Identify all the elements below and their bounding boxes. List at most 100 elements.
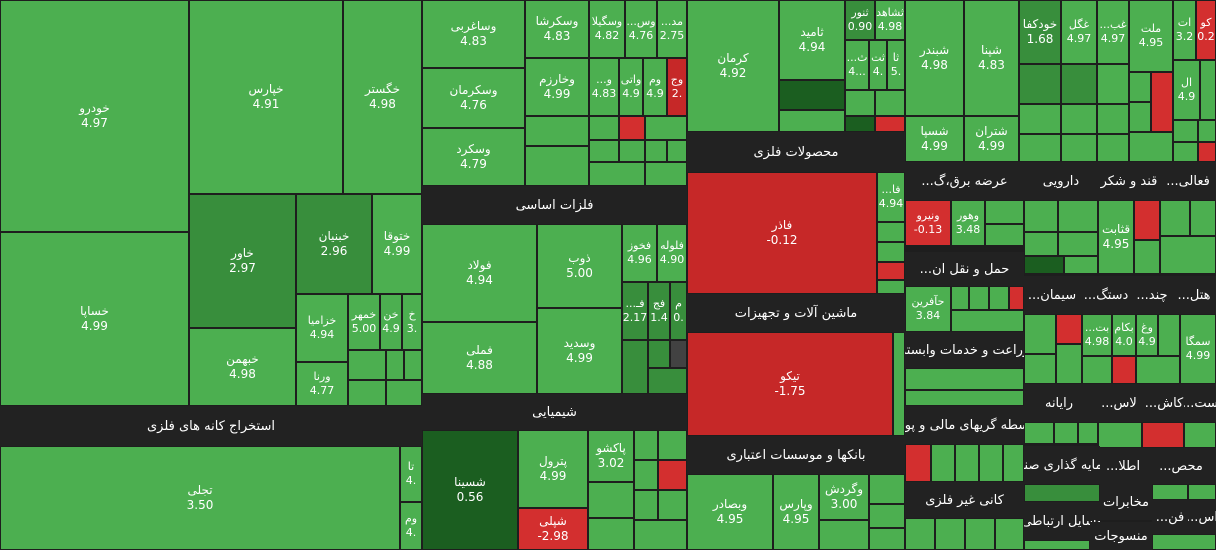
tile-va[interactable]: و... 4.83 — [589, 58, 619, 116]
tile-small[interactable] — [619, 140, 645, 162]
tile-small[interactable] — [648, 340, 670, 368]
tile-shebli[interactable]: شپلی -2.98 — [518, 508, 588, 550]
tile-small[interactable] — [1184, 422, 1216, 448]
tile-khezamia[interactable]: خزامیا 4.94 — [296, 294, 348, 362]
tile-small[interactable] — [1173, 120, 1198, 142]
tile-khavar[interactable]: خاور 2.97 — [189, 194, 296, 328]
tile-small[interactable] — [1058, 232, 1098, 256]
sector-header-cement[interactable]: سیمان... — [1024, 276, 1080, 314]
tile-vanirou[interactable]: ونیرو -0.13 — [905, 200, 951, 246]
tile-tamid[interactable]: ثامید 4.94 — [779, 0, 845, 80]
tile-fazar[interactable]: فاذر -0.12 — [687, 172, 877, 294]
tile-kh[interactable]: خ 3. — [402, 294, 422, 350]
tile-small[interactable] — [845, 90, 875, 116]
tile-small[interactable] — [525, 116, 589, 146]
tile-shabandar[interactable]: شبندر 4.98 — [905, 0, 964, 116]
tile-small[interactable] — [667, 140, 687, 162]
tile-small[interactable] — [1056, 344, 1082, 384]
tile-small[interactable] — [819, 520, 869, 550]
tile-small[interactable] — [951, 286, 969, 310]
tile-at[interactable]: ات 3.2 — [1173, 0, 1196, 60]
tile-small[interactable] — [875, 90, 905, 116]
tile-khesapa[interactable]: خساپا 4.99 — [0, 232, 189, 406]
tile-vaskurd[interactable]: وسکرد 4.79 — [422, 128, 525, 186]
sector-header-nonmetal[interactable]: کانی غیر فلزی — [905, 482, 1024, 518]
tile-small[interactable] — [670, 340, 687, 368]
tile-small[interactable] — [1024, 484, 1100, 502]
tile-small[interactable] — [1064, 256, 1098, 274]
tile-small[interactable] — [645, 162, 687, 186]
tile-sa2[interactable]: ثت 4. — [869, 40, 887, 90]
tile-small[interactable] — [1019, 104, 1061, 134]
tile-vasadid[interactable]: وسدید 4.99 — [537, 308, 622, 394]
tile-shahed[interactable]: ثشاهد 4.98 — [875, 0, 905, 40]
tile-small[interactable] — [386, 350, 404, 380]
tile-small[interactable] — [1078, 422, 1098, 444]
tile-small[interactable] — [893, 332, 905, 436]
tile-small[interactable] — [877, 280, 905, 294]
tile-small[interactable] — [634, 430, 658, 460]
tile-small[interactable] — [1188, 484, 1216, 500]
tile-small[interactable] — [348, 350, 386, 380]
tile-small[interactable] — [1024, 540, 1090, 550]
tile-vagardesh[interactable]: وگردش 3.00 — [819, 474, 869, 520]
tile-small[interactable] — [905, 368, 1024, 390]
tile-small[interactable] — [1160, 236, 1216, 274]
tile-small[interactable] — [1003, 444, 1024, 482]
tile-small[interactable] — [1173, 142, 1198, 162]
tile-small[interactable] — [969, 286, 989, 310]
sector-header-hotel[interactable]: هتل... — [1172, 276, 1216, 314]
sector-header-chemicals[interactable]: شیمیایی — [422, 394, 687, 430]
tile-small[interactable] — [1024, 354, 1056, 384]
tile-tiko[interactable]: تیکو -1.75 — [687, 332, 893, 436]
tile-malat[interactable]: ملت 4.95 — [1129, 0, 1173, 72]
tile-kharis[interactable]: خپارس 4.91 — [189, 0, 343, 194]
sector-header-mining[interactable]: استخراج کانه های فلزی — [0, 406, 422, 446]
sector-header-radio[interactable]: وسایل ارتباطی — [1024, 502, 1100, 540]
tile-small[interactable] — [645, 140, 667, 162]
sector-header-transport[interactable]: حمل و نقل ان... — [905, 252, 1024, 286]
tile-small[interactable] — [1200, 60, 1216, 120]
tile-small[interactable] — [877, 242, 905, 262]
tile-small[interactable] — [905, 444, 931, 482]
tile-vaskarsha[interactable]: وسکرشا 4.83 — [525, 0, 589, 58]
tile-al[interactable]: ال 4.9 — [1173, 60, 1200, 120]
tile-fa[interactable]: فـ... 2.17 — [622, 282, 648, 340]
tile-fuladh[interactable]: فولاد 4.94 — [422, 224, 537, 322]
tile-small[interactable] — [1024, 232, 1058, 256]
sector-header-gold[interactable]: لاس... — [1094, 384, 1144, 422]
tile-small[interactable] — [1098, 422, 1142, 448]
tile-small[interactable] — [404, 350, 422, 380]
tile-shasina[interactable]: شسینا 0.56 — [422, 430, 518, 550]
tile-small[interactable] — [779, 80, 845, 110]
sector-header-comm[interactable]: مخابرات — [1100, 484, 1152, 520]
tile-petrol[interactable]: پترول 4.99 — [518, 430, 588, 508]
tile-small[interactable] — [1097, 64, 1129, 104]
tile-small[interactable] — [588, 518, 634, 550]
tile-small[interactable] — [1058, 200, 1098, 232]
tile-small[interactable] — [634, 490, 658, 520]
tile-small[interactable] — [1129, 102, 1151, 132]
tile-small[interactable] — [1054, 422, 1078, 444]
tile-small[interactable] — [1158, 314, 1180, 356]
tile-small[interactable] — [877, 262, 905, 280]
tile-small[interactable] — [589, 140, 619, 162]
tile-ghasabet[interactable]: قثابت 4.95 — [1098, 200, 1134, 274]
tile-small[interactable] — [1151, 72, 1173, 132]
tile-small[interactable] — [634, 520, 687, 550]
tile-small[interactable] — [1061, 64, 1097, 104]
tile-small[interactable] — [658, 430, 687, 460]
tile-small[interactable] — [869, 528, 905, 550]
tile-small[interactable] — [589, 162, 645, 186]
tile-vahour[interactable]: وهور 3.48 — [951, 200, 985, 246]
tile-fa2[interactable]: فا... 4.94 — [877, 172, 905, 222]
tile-vagh[interactable]: وغ 4.9 — [1136, 314, 1158, 356]
sector-header-ost[interactable]: ست... — [1184, 384, 1216, 422]
tile-shesepa[interactable]: شسپا 4.99 — [905, 116, 964, 162]
tile-hafarin[interactable]: حآفرین 3.84 — [905, 286, 951, 332]
tile-small[interactable] — [1152, 534, 1216, 550]
tile-small[interactable] — [1160, 200, 1190, 236]
tile-small[interactable] — [955, 444, 979, 482]
sector-header-banks[interactable]: بانکها و موسسات اعتباری — [687, 436, 905, 474]
tile-small[interactable] — [1009, 286, 1024, 310]
